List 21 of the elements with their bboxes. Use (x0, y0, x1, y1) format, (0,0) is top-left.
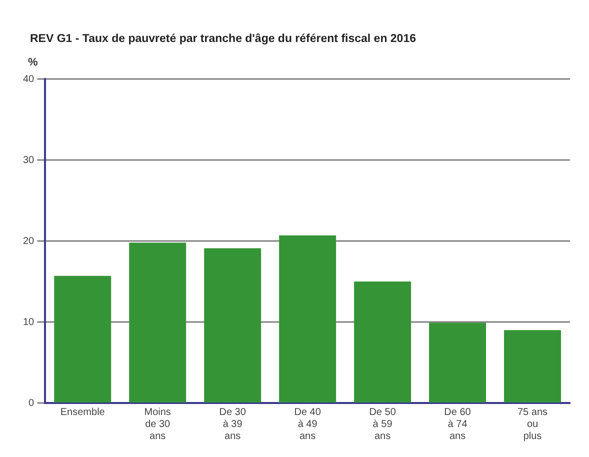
y-axis-title: % (28, 56, 38, 69)
x-tick-label: De 60 à 74 ans (444, 406, 472, 442)
bar (129, 242, 186, 402)
bar (279, 235, 336, 402)
x-tick-label: De 50 à 59 ans (369, 406, 396, 442)
x-tick-label: Ensemble (60, 406, 106, 418)
chart-title: REV G1 - Taux de pauvreté par tranche d'âge du référent fiscal en 2016 (30, 33, 416, 45)
bar (354, 282, 412, 402)
x-tick-label: Moins de 30 ans (144, 406, 171, 442)
x-tick-label: De 40 à 49 ans (294, 406, 322, 442)
y-tick-label: 0 (28, 398, 35, 409)
bar (204, 248, 262, 402)
bar (429, 322, 486, 402)
y-tick-label: 20 (23, 236, 35, 247)
y-tick-label: 30 (23, 154, 35, 166)
bar (54, 276, 112, 402)
y-tick-label: 40 (23, 74, 35, 85)
x-tick-label: 75 ans ou plus (517, 406, 548, 442)
bar (504, 330, 561, 402)
y-tick-label: 10 (23, 316, 35, 328)
x-tick-label: De 30 à 39 ans (219, 406, 246, 442)
